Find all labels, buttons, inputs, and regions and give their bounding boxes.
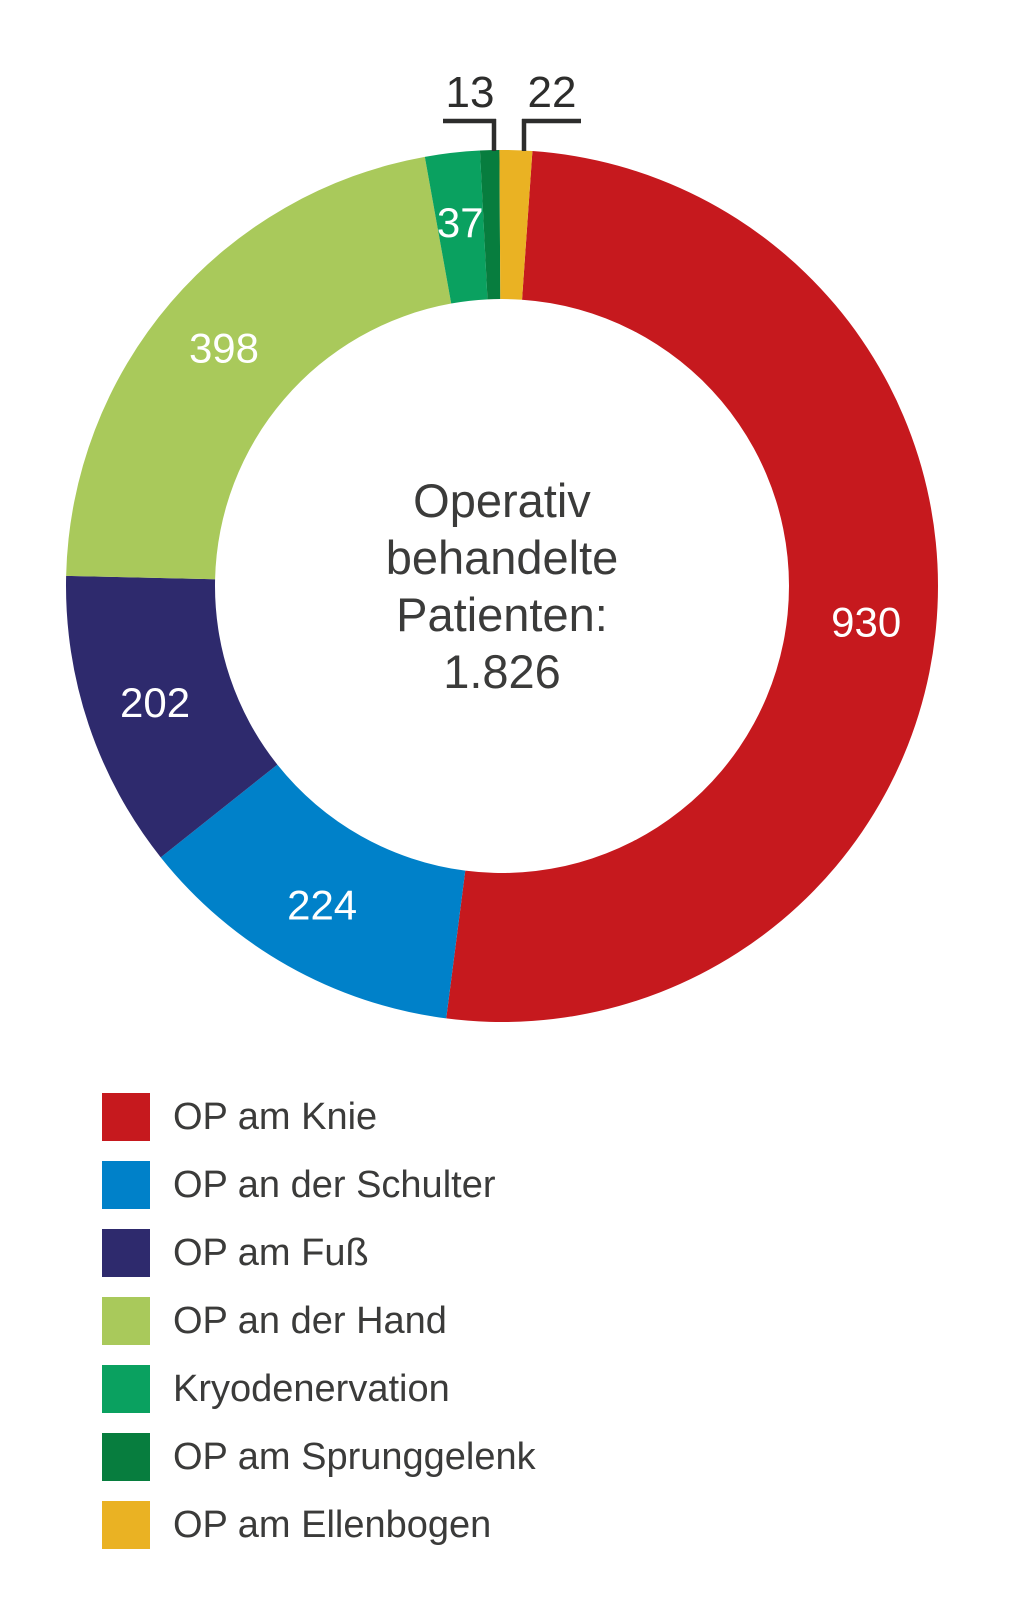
segment-value-label: 202	[120, 679, 190, 726]
legend-item: OP am Ellenbogen	[102, 1501, 536, 1549]
legend-item: OP am Sprunggelenk	[102, 1433, 536, 1481]
legend-item: OP am Knie	[102, 1093, 536, 1141]
legend-label: OP am Sprunggelenk	[173, 1435, 536, 1478]
legend-label: OP am Ellenbogen	[173, 1503, 492, 1546]
legend-item: OP an der Schulter	[102, 1161, 536, 1209]
donut-segment-2	[66, 575, 278, 858]
donut-center-label: Operativ behandelte Patienten: 1.826	[215, 299, 789, 873]
callout-line	[443, 118, 497, 151]
legend-label: OP am Knie	[173, 1095, 378, 1138]
legend-swatch	[102, 1501, 150, 1549]
legend-item: OP an der Hand	[102, 1297, 536, 1345]
total-value: 1.826	[443, 645, 561, 698]
segment-value-label: 930	[831, 599, 901, 646]
callout-value-label: 13	[446, 68, 495, 117]
legend: OP am Knie OP an der Schulter OP am Fuß OP …	[102, 1093, 536, 1569]
legend-label: Kryodenervation	[173, 1367, 450, 1410]
center-label-line: Patienten:	[396, 588, 608, 641]
legend-label: OP an der Hand	[173, 1299, 447, 1342]
legend-item: Kryodenervation	[102, 1365, 536, 1413]
donut-segment-3	[66, 156, 452, 580]
segment-value-label: 37	[437, 199, 484, 246]
center-label-line: Operativ	[413, 474, 591, 527]
callout-value-label: 22	[528, 68, 577, 117]
donut-segment-0	[446, 151, 939, 1023]
donut-chart: 930 224 202 398 37 13 22	[66, 68, 939, 1023]
legend-label: OP am Fuß	[173, 1231, 369, 1274]
legend-label: OP an der Schulter	[173, 1163, 496, 1206]
legend-item: OP am Fuß	[102, 1229, 536, 1277]
callout-line	[521, 118, 581, 151]
legend-swatch	[102, 1229, 150, 1277]
legend-swatch	[102, 1365, 150, 1413]
donut-segment-6	[499, 149, 533, 300]
legend-swatch	[102, 1297, 150, 1345]
center-label-line: behandelte	[385, 531, 619, 584]
legend-swatch	[102, 1433, 150, 1481]
legend-swatch	[102, 1093, 150, 1141]
segment-value-label: 224	[287, 881, 357, 928]
donut-segment-1	[160, 764, 466, 1019]
donut-segment-4	[424, 150, 488, 304]
segment-value-label: 398	[189, 324, 259, 371]
legend-swatch	[102, 1161, 150, 1209]
donut-segment-5	[479, 150, 501, 300]
